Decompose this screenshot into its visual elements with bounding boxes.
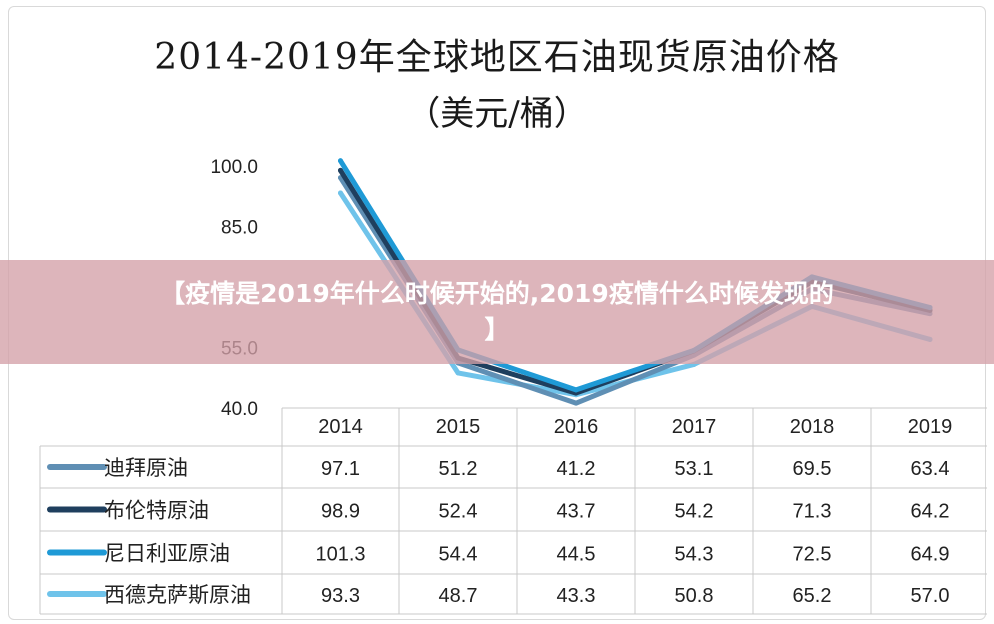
data-cell: 64.9 — [911, 544, 950, 566]
data-cell: 101.3 — [315, 544, 365, 566]
data-cell: 44.5 — [557, 544, 596, 566]
overlay-line-1: 【疫情是2019年什么时候开始的,2019疫情什么时候发现的 — [160, 279, 834, 308]
data-cell: 65.2 — [793, 585, 832, 607]
data-cell: 48.7 — [439, 585, 478, 607]
data-cell: 57.0 — [911, 585, 950, 607]
data-point — [338, 158, 343, 164]
data-cell: 98.9 — [321, 501, 360, 523]
data-cell: 93.3 — [321, 585, 360, 607]
x-category-label: 2019 — [908, 416, 953, 438]
data-cell: 54.3 — [675, 544, 714, 566]
data-cell: 50.8 — [675, 585, 714, 607]
series-name-label: 尼日利亚原油 — [104, 542, 230, 566]
data-cell: 63.4 — [911, 458, 950, 480]
data-cell: 54.2 — [675, 501, 714, 523]
data-cell: 97.1 — [321, 458, 360, 480]
data-point — [455, 370, 461, 376]
data-point — [338, 167, 343, 173]
chart-subtitle: （美元/桶） — [406, 94, 588, 134]
overlay-line-2: 】 — [484, 315, 510, 344]
data-cell: 51.2 — [439, 458, 478, 480]
series-name-label: 布伦特原油 — [104, 499, 209, 523]
data-cell: 41.2 — [557, 458, 596, 480]
series-name-label: 西德克萨斯原油 — [104, 583, 251, 607]
data-point — [573, 387, 579, 393]
series-name-label: 迪拜原油 — [104, 456, 188, 480]
x-category-label: 2014 — [318, 416, 363, 438]
y-tick-label: 40.0 — [221, 399, 258, 420]
data-point — [573, 400, 579, 406]
overlay-banner — [0, 260, 994, 364]
x-category-label: 2015 — [436, 416, 481, 438]
data-cell: 54.4 — [439, 544, 478, 566]
x-category-label: 2017 — [672, 416, 717, 438]
y-tick-label: 85.0 — [221, 218, 258, 239]
data-point — [338, 190, 343, 196]
data-cell: 43.3 — [557, 585, 596, 607]
data-cell: 71.3 — [793, 501, 832, 523]
chart-title: 2014-2019年全球地区石油现货原油价格 — [154, 37, 840, 78]
y-tick-label: 100.0 — [210, 157, 258, 178]
x-category-label: 2016 — [554, 416, 599, 438]
data-cell: 69.5 — [793, 458, 832, 480]
data-cell: 52.4 — [439, 501, 478, 523]
data-cell: 53.1 — [675, 458, 714, 480]
data-cell: 43.7 — [557, 501, 596, 523]
data-cell: 64.2 — [911, 501, 950, 523]
overlay-banner-text: 【疫情是2019年什么时候开始的,2019疫情什么时候发现的 】 — [40, 276, 954, 348]
data-cell: 72.5 — [793, 544, 832, 566]
x-category-label: 2018 — [790, 416, 835, 438]
